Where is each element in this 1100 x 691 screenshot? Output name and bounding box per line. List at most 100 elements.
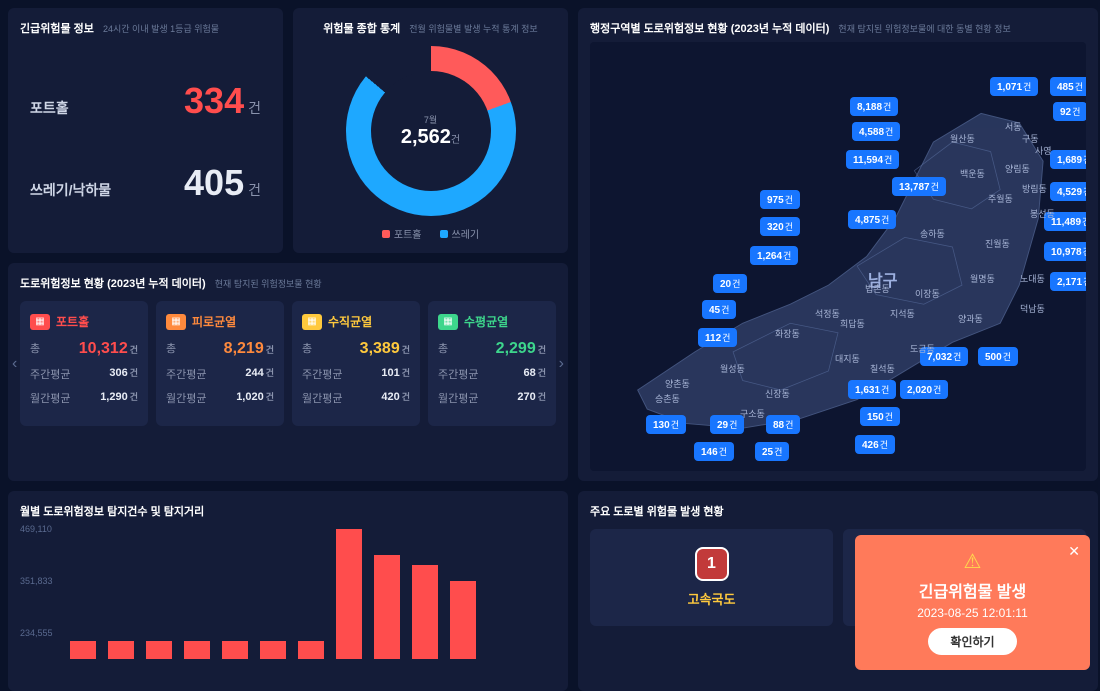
- map-region-label: 월명동: [970, 272, 995, 285]
- y-tick: 469,110: [20, 524, 52, 534]
- card-icon: ▦: [302, 314, 322, 330]
- card-icon: ▦: [30, 314, 50, 330]
- bar-panel: 월별 도로위험정보 탐지건수 및 탐지거리 469,110351,833234,…: [8, 491, 568, 691]
- map-marker[interactable]: 45건: [702, 300, 736, 319]
- map-region-label: 백운동: [960, 167, 985, 180]
- map-region-label: 화장동: [775, 327, 800, 340]
- map-marker[interactable]: 13,787건: [892, 177, 946, 196]
- map-region-label: 양과동: [958, 312, 983, 325]
- map-region-label: 서동: [1005, 120, 1022, 133]
- donut-value: 2,562: [401, 126, 451, 148]
- alert-confirm-button[interactable]: 확인하기: [928, 628, 1016, 655]
- map-region-label: 덕남동: [1020, 302, 1045, 315]
- map-marker[interactable]: 1,689건: [1050, 150, 1086, 169]
- card-icon: ▦: [166, 314, 186, 330]
- stats-prev[interactable]: ‹: [12, 355, 17, 373]
- map-marker[interactable]: 11,594건: [846, 150, 899, 169]
- card-title: 수평균열: [464, 313, 508, 330]
- map-region-label: 석정동: [815, 307, 840, 320]
- map-region-label: 대지동: [835, 352, 860, 365]
- map-region-label: 신장동: [765, 387, 790, 400]
- map-marker[interactable]: 20건: [713, 274, 747, 293]
- emergency-row: 포트홀 334건: [30, 80, 261, 122]
- map-region-label: 구소동: [740, 407, 765, 420]
- map-marker[interactable]: 4,875건: [848, 210, 896, 229]
- map-region-label: 이장동: [915, 287, 940, 300]
- bar: [260, 641, 286, 659]
- emergency-value: 334: [184, 80, 244, 121]
- stats-card[interactable]: ▦ 포트홀 총10,312건 주간평균306건 월간평균1,290건: [20, 301, 148, 426]
- panel-title: 행정구역별 도로위험정보 현황 (2023년 누적 데이터) 현재 탐지된 위험…: [590, 20, 1086, 36]
- map-marker[interactable]: 88건: [766, 415, 800, 434]
- map-marker[interactable]: 1,631건: [848, 380, 896, 399]
- road-icon: 1: [695, 547, 729, 581]
- bar: [412, 565, 438, 659]
- map-marker[interactable]: 4,588건: [852, 122, 900, 141]
- map-region-label: 주월동: [988, 192, 1013, 205]
- alert-time: 2023-08-25 12:01:11: [869, 606, 1076, 620]
- map[interactable]: 남구 1,071건485건8,188건92건4,588건11,594건1,689…: [590, 42, 1086, 471]
- bar: [146, 641, 172, 659]
- bar: [222, 641, 248, 659]
- map-region-label: 노대동: [1020, 272, 1045, 285]
- stats-next[interactable]: ›: [559, 355, 564, 373]
- card-title: 피로균열: [192, 313, 236, 330]
- alert-close[interactable]: ✕: [1068, 543, 1080, 560]
- panel-title: 월별 도로위험정보 탐지건수 및 탐지거리: [20, 503, 556, 519]
- map-marker[interactable]: 10,978건: [1044, 242, 1086, 261]
- donut-month: 7월: [424, 113, 437, 126]
- map-marker[interactable]: 92건: [1053, 102, 1086, 121]
- map-marker[interactable]: 8,188건: [850, 97, 898, 116]
- road-card[interactable]: 1 고속국도: [590, 529, 833, 626]
- map-marker[interactable]: 25건: [755, 442, 789, 461]
- donut-legend: 포트홀쓰레기: [305, 226, 556, 241]
- emergency-label: 포트홀: [30, 98, 69, 118]
- map-marker[interactable]: 485건: [1050, 77, 1086, 96]
- map-region-label: 양촌동: [665, 377, 690, 390]
- map-marker[interactable]: 150건: [860, 407, 900, 426]
- map-panel: 행정구역별 도로위험정보 현황 (2023년 누적 데이터) 현재 탐지된 위험…: [578, 8, 1098, 481]
- panel-title: 긴급위험물 정보 24시간 이내 발생 1등급 위험물: [20, 20, 271, 36]
- stats-card[interactable]: ▦ 피로균열 총8,219건 주간평균244건 월간평균1,020건: [156, 301, 284, 426]
- emergency-row: 쓰레기/낙하물 405건: [30, 162, 261, 204]
- stats-card[interactable]: ▦ 수평균열 총2,299건 주간평균68건 월간평균270건: [428, 301, 556, 426]
- panel-title: 주요 도로별 위험물 발생 현황: [590, 503, 1086, 519]
- emergency-value: 405: [184, 162, 244, 203]
- map-marker[interactable]: 2,171건: [1050, 272, 1086, 291]
- card-title: 수직균열: [328, 313, 372, 330]
- map-region-label: 진월동: [985, 237, 1010, 250]
- map-marker[interactable]: 320건: [760, 217, 800, 236]
- panel-title: 도로위험정보 현황 (2023년 누적 데이터) 현재 탐지된 위험정보물 현황: [20, 275, 556, 291]
- map-marker[interactable]: 1,264건: [750, 246, 798, 265]
- stats-panel: 도로위험정보 현황 (2023년 누적 데이터) 현재 탐지된 위험정보물 현황…: [8, 263, 568, 481]
- map-marker[interactable]: 4,529건: [1050, 182, 1086, 201]
- stats-card[interactable]: ▦ 수직균열 총3,389건 주간평균101건 월간평균420건: [292, 301, 420, 426]
- bar: [184, 641, 210, 659]
- alert-title: 긴급위험물 발생: [869, 578, 1076, 602]
- card-icon: ▦: [438, 314, 458, 330]
- legend-item: 포트홀: [382, 226, 422, 241]
- map-marker[interactable]: 975건: [760, 190, 800, 209]
- map-region-label: 승촌동: [655, 392, 680, 405]
- map-marker[interactable]: 130건: [646, 415, 686, 434]
- y-tick: 351,833: [20, 576, 53, 586]
- panel-title: 위험물 종합 통계 전월 위험물별 발생 누적 통계 정보: [305, 20, 556, 36]
- map-region-label: 칠석동: [870, 362, 895, 375]
- bar: [70, 641, 96, 659]
- map-marker[interactable]: 146건: [694, 442, 734, 461]
- road-label: 고속국도: [600, 589, 823, 608]
- map-marker[interactable]: 112건: [698, 328, 737, 347]
- map-region-label: 송하동: [920, 227, 945, 240]
- map-region-label: 월산동: [950, 132, 975, 145]
- emergency-panel: 긴급위험물 정보 24시간 이내 발생 1등급 위험물 포트홀 334건쓰레기/…: [8, 8, 283, 253]
- map-region-label: 봉선동: [1030, 207, 1055, 220]
- bar: [108, 641, 134, 659]
- map-region-label: 월성동: [720, 362, 745, 375]
- alert-icon: ⚠: [869, 549, 1076, 574]
- bar: [298, 641, 324, 659]
- map-marker[interactable]: 426건: [855, 435, 895, 454]
- map-marker[interactable]: 1,071건: [990, 77, 1038, 96]
- map-marker[interactable]: 500건: [978, 347, 1018, 366]
- map-region-label: 도금동: [910, 342, 935, 355]
- map-marker[interactable]: 2,020건: [900, 380, 948, 399]
